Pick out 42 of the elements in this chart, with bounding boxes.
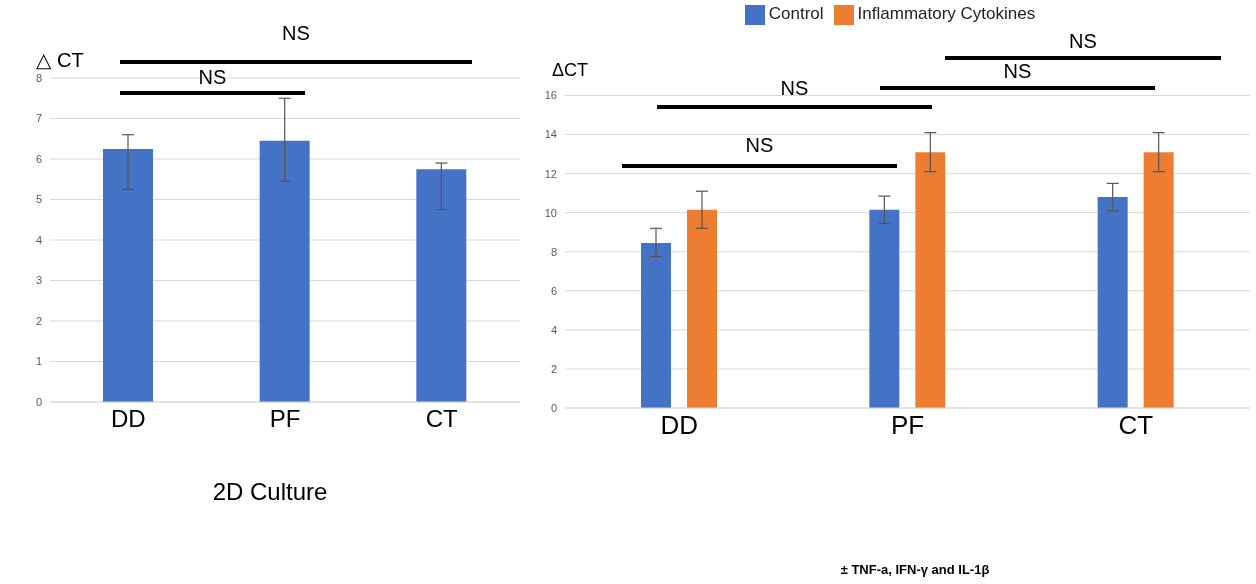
x-tick-label: CT: [425, 405, 458, 433]
bar: [641, 242, 671, 408]
y-tick-label: 10: [544, 206, 557, 219]
x-tick-label: DD: [111, 405, 146, 433]
bar: [1143, 152, 1174, 408]
text: NS: [1002, 60, 1033, 83]
y-tick-label: 16: [544, 89, 557, 102]
y-tick-label: 5: [35, 193, 42, 206]
y-tick-label: 8: [35, 71, 42, 84]
x-tick-label: DD: [660, 410, 698, 441]
bar: [915, 152, 946, 408]
y-tick-label: 2: [550, 362, 557, 375]
bar: [1097, 197, 1128, 408]
x-tick-label: PF: [890, 410, 925, 441]
text: NS: [281, 22, 311, 45]
y-tick-label: 14: [544, 128, 557, 141]
y-tick-label: 0: [35, 395, 42, 408]
y-tick-label: 0: [550, 401, 557, 414]
y-tick-label: 3: [35, 274, 42, 287]
y-tick-label: 7: [35, 112, 42, 125]
y-tick-label: 2: [35, 314, 42, 327]
annotation: NS: [744, 134, 775, 157]
y-tick-label: 8: [550, 245, 557, 258]
y-tick-label: 12: [544, 167, 557, 180]
x-tick-label: CT: [1118, 410, 1154, 441]
y-tick-label: 1: [35, 355, 42, 368]
legend-label: Control: [768, 4, 824, 23]
y-tick-label: 4: [35, 233, 42, 246]
x-axis-title: ± TNF-a, IFN-γ and IL-1β: [839, 562, 991, 577]
x-tick-label: PF: [269, 405, 301, 433]
bar: [869, 209, 900, 408]
annotation: NS: [197, 66, 228, 89]
annotation: NS: [779, 77, 810, 100]
x-axis-title: 2D Culture: [211, 478, 329, 506]
y-axis-title: △ CT: [36, 48, 84, 72]
y-axis-title: ΔCT: [552, 60, 589, 81]
y-tick-label: 6: [35, 152, 42, 165]
y-tick-label: 4: [550, 323, 557, 336]
bar: [687, 209, 717, 408]
legend-label: Inflammatory Cytokines: [857, 4, 1036, 23]
text: NS: [1068, 30, 1098, 53]
y-tick-label: 6: [550, 284, 557, 297]
